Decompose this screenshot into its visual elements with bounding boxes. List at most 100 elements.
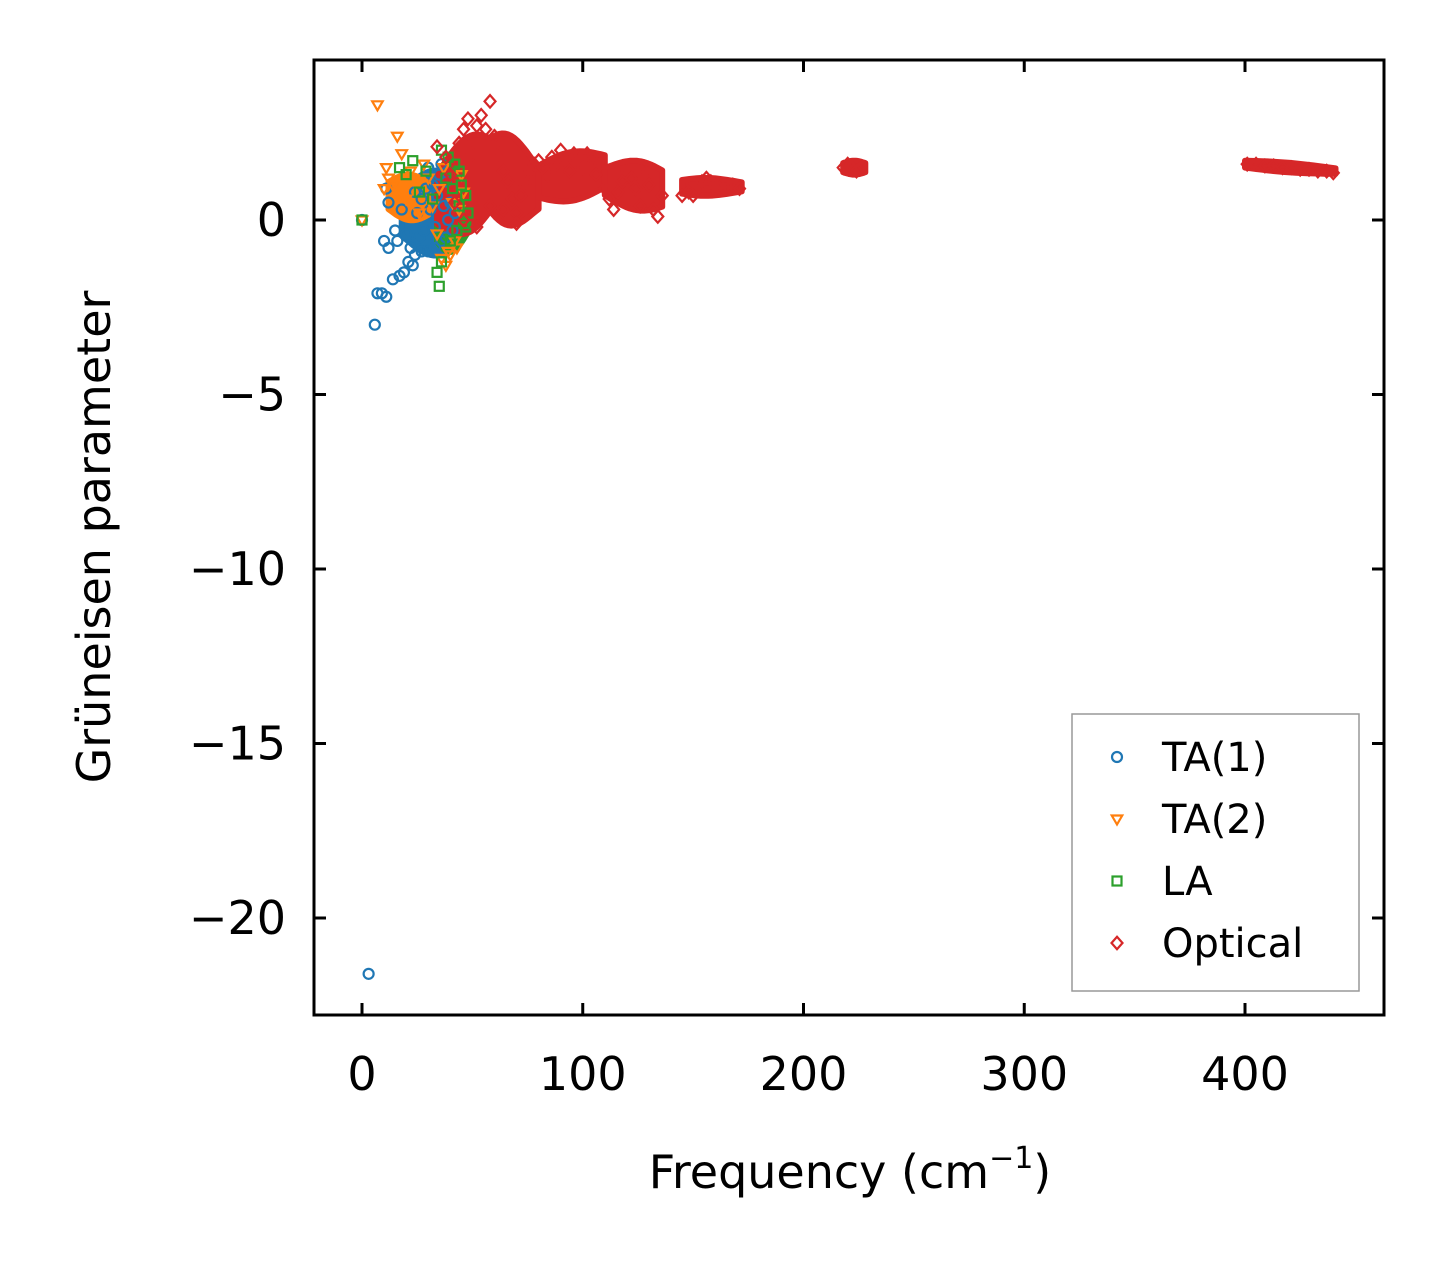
point-la <box>413 186 425 198</box>
point-ta-2 <box>407 177 423 190</box>
point-optical <box>456 212 471 228</box>
point-ta-2 <box>376 183 392 197</box>
point-optical <box>474 107 489 124</box>
point-optical <box>1293 161 1308 178</box>
point-optical <box>849 163 864 180</box>
point-ta-1 <box>362 967 375 980</box>
x-axis-label-superscript: −1 <box>989 1141 1033 1176</box>
point-la <box>455 179 467 191</box>
point-optical <box>628 180 643 197</box>
scatter-points-layer <box>354 93 1341 980</box>
legend-label-la: LA <box>1162 859 1213 905</box>
point-optical <box>593 156 608 173</box>
legend-marker-ta-2 <box>1109 814 1125 827</box>
point-optical <box>487 128 502 145</box>
point-ta-1 <box>380 290 393 303</box>
point-optical <box>527 156 542 173</box>
y-tick-label: −15 <box>189 717 286 771</box>
point-optical <box>558 152 573 169</box>
point-optical <box>483 93 498 110</box>
point-ta-2 <box>449 243 465 256</box>
point-ta-2 <box>436 163 451 176</box>
point-ta-1 <box>415 245 428 258</box>
point-optical <box>624 170 639 187</box>
point-optical <box>597 180 612 197</box>
point-optical <box>465 145 480 162</box>
point-optical <box>509 205 524 221</box>
point-optical <box>438 149 453 166</box>
point-optical <box>469 219 484 235</box>
point-optical <box>1275 159 1290 176</box>
point-optical <box>1240 156 1255 173</box>
point-optical <box>606 201 621 218</box>
point-ta-2 <box>379 163 394 176</box>
legend-label-optical: Optical <box>1162 921 1303 967</box>
x-tick-label: 300 <box>980 1047 1068 1101</box>
legend: TA(1) TA(2) LA Optical <box>1071 713 1360 992</box>
point-optical <box>1257 157 1272 174</box>
point-optical <box>500 173 515 190</box>
point-ta-2 <box>390 131 405 144</box>
point-optical <box>575 159 590 176</box>
point-optical <box>642 177 656 194</box>
y-tick-label: −5 <box>218 368 286 422</box>
y-axis-label: Grüneisen parameter <box>67 290 121 783</box>
point-optical <box>443 166 458 183</box>
point-optical <box>725 177 740 194</box>
point-optical <box>602 191 617 207</box>
point-optical <box>540 166 555 183</box>
x-axis-label: Frequency (cm−1) <box>649 1141 1052 1199</box>
point-la <box>435 256 448 268</box>
legend-marker-la <box>1111 875 1123 887</box>
point-optical <box>589 166 603 183</box>
point-optical <box>478 121 493 138</box>
point-ta-1 <box>395 203 408 216</box>
point-optical <box>460 110 475 127</box>
point-ta-1 <box>417 224 430 237</box>
point-la <box>431 266 443 278</box>
point-ta-2 <box>403 166 418 179</box>
point-ta-2 <box>394 149 409 162</box>
point-optical <box>456 121 471 138</box>
point-ta-2 <box>440 246 456 260</box>
y-tick-label: −10 <box>189 542 286 596</box>
point-ta-1 <box>397 266 411 279</box>
point-ta-2 <box>370 100 385 113</box>
point-optical <box>836 159 851 176</box>
point-optical <box>655 187 670 204</box>
point-optical <box>611 184 626 200</box>
point-optical <box>469 117 484 134</box>
point-optical <box>496 163 511 180</box>
point-optical <box>553 142 568 159</box>
point-la <box>444 235 456 247</box>
point-ta-2 <box>398 194 414 207</box>
point-optical <box>732 180 747 197</box>
point-la <box>407 155 419 167</box>
point-ta-1 <box>382 241 395 255</box>
point-la <box>356 214 368 226</box>
point-ta-1 <box>382 196 395 209</box>
point-optical <box>430 138 445 155</box>
point-ta-2 <box>432 183 447 197</box>
point-la <box>453 165 465 177</box>
point-optical <box>509 215 524 232</box>
point-ta-2 <box>381 173 396 186</box>
point-optical <box>491 145 506 162</box>
y-tick-label: −20 <box>189 891 286 945</box>
point-optical <box>1310 163 1325 180</box>
point-ta-2 <box>434 253 449 267</box>
point-optical <box>1302 161 1316 178</box>
point-la <box>433 280 445 292</box>
point-la <box>427 193 439 205</box>
legend-label-ta-2: TA(2) <box>1161 797 1267 843</box>
point-optical <box>518 177 533 194</box>
point-optical <box>1249 156 1264 173</box>
x-axis-label-close: ) <box>1033 1145 1051 1199</box>
point-optical <box>650 208 665 225</box>
point-ta-2 <box>416 159 431 172</box>
point-ta-1 <box>400 227 413 241</box>
point-la <box>460 189 472 202</box>
point-optical <box>483 198 498 214</box>
